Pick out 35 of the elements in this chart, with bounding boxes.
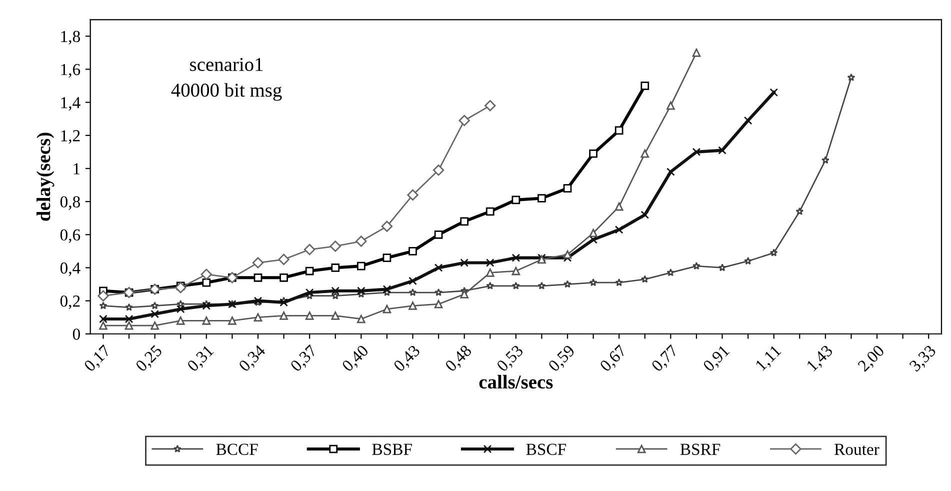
y-axis-title: delay(secs)	[36, 132, 54, 221]
x-tick-label: 1,11	[755, 344, 784, 373]
annotation: scenario1 40000 bit msg	[171, 58, 282, 101]
x-tick-label: 2,00	[857, 344, 887, 374]
y-tick-label: 0	[72, 328, 80, 340]
x-tick-label: 0,48	[444, 344, 474, 374]
y-tick-label: 0,6	[60, 229, 80, 243]
x-tick-label: 0,31	[186, 344, 216, 374]
x-tick-label: 0,17	[83, 344, 113, 374]
legend-label: BSRF	[680, 444, 720, 455]
x-tick-label: 0,77	[650, 344, 680, 374]
y-tick-label: 1,8	[61, 30, 80, 45]
legend-label: BCCF	[216, 444, 258, 455]
x-tick-label: 3,33	[908, 344, 938, 374]
legend-label: Router	[834, 444, 880, 455]
y-tick-label: 1,6	[61, 64, 80, 78]
x-tick-label: 0,53	[496, 344, 526, 374]
y-tick-label: 0,8	[60, 196, 80, 210]
x-tick-label: 0,43	[392, 344, 422, 374]
legend-label: BSCF	[526, 444, 566, 455]
y-tick-label: 1,2	[61, 130, 80, 144]
x-tick-label: 0,40	[341, 344, 371, 374]
x-tick-label: 0,91	[702, 344, 732, 374]
legend-label: BSBF	[372, 444, 412, 455]
x-axis-title: calls/secs	[479, 374, 553, 389]
y-tick-label: 0,2	[60, 296, 80, 310]
y-tick-label: 1	[74, 163, 80, 174]
x-tick-label: 0,37	[290, 344, 320, 374]
x-tick-label: 0,25	[134, 344, 164, 374]
x-tick-label: 0,59	[548, 344, 578, 374]
x-tick-label: 0,67	[599, 344, 629, 374]
x-tick-label: 0,34	[238, 344, 268, 374]
y-tick-label: 1,4	[61, 97, 80, 111]
y-tick-label: 0,4	[60, 262, 80, 276]
x-tick-label: 1,43	[806, 344, 835, 374]
